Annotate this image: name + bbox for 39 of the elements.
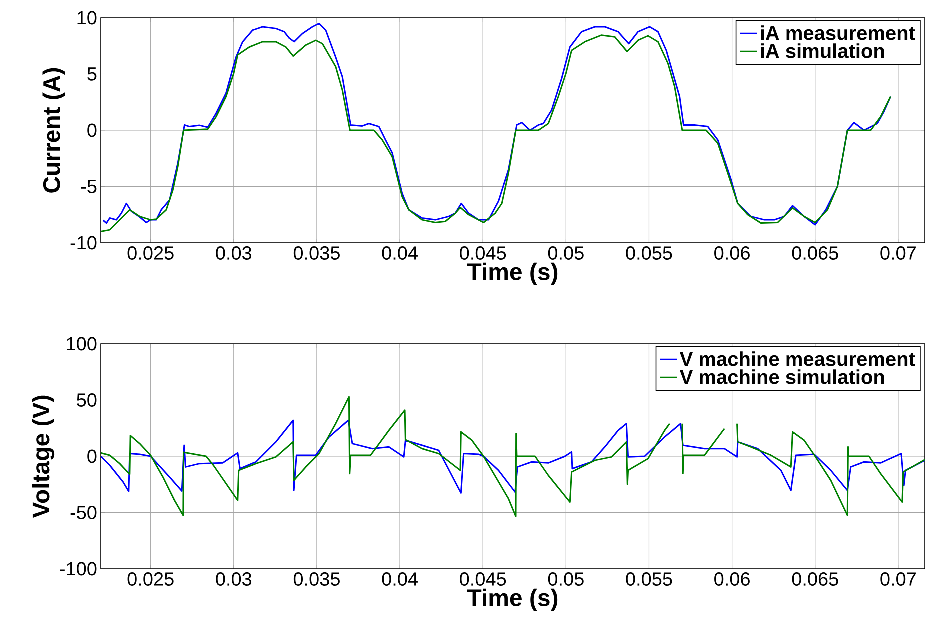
x-tick-label: 0.035	[294, 572, 340, 586]
y-axis-title: Current (A)	[42, 68, 66, 193]
x-tick-label: 0.035	[294, 246, 340, 260]
y-tick-label: 0	[88, 124, 97, 138]
legend-label: V machine measurement	[680, 352, 916, 366]
x-tick-label: 0.06	[714, 572, 750, 586]
x-axis-title: Time (s)	[467, 262, 558, 286]
y-tick-label: -50	[70, 506, 97, 520]
x-tick-label: 0.065	[792, 246, 838, 260]
x-tick-label: 0.06	[714, 246, 750, 260]
y-tick-label: 50	[77, 394, 97, 407]
x-tick-label: 0.07	[880, 572, 916, 586]
x-tick-label: 0.025	[128, 246, 174, 260]
x-tick-label: 0.045	[460, 572, 506, 586]
x-tick-label: 0.05	[548, 572, 584, 586]
y-tick-label: 100	[67, 337, 97, 351]
line-series	[101, 420, 926, 494]
y-tick-label: 0	[88, 450, 97, 464]
x-tick-label: 0.07	[880, 246, 916, 260]
x-tick-label: 0.055	[626, 246, 672, 260]
y-tick-label: -5	[81, 180, 97, 194]
legend-label: V machine simulation	[680, 370, 884, 384]
y-tick-label: -10	[70, 236, 97, 250]
legend-label: iA simulation	[761, 44, 884, 58]
x-axis-title: Time (s)	[467, 588, 558, 612]
x-tick-label: 0.045	[460, 246, 506, 260]
y-tick-label: 10	[78, 11, 97, 25]
y-tick-label: 5	[88, 68, 97, 81]
x-tick-label: 0.05	[548, 246, 584, 260]
x-tick-label: 0.055	[626, 572, 672, 586]
legend-label: iA measurement	[761, 26, 916, 40]
y-tick-label: -100	[60, 562, 97, 576]
x-tick-label: 0.025	[128, 572, 174, 586]
x-tick-label: 0.03	[216, 246, 252, 260]
y-axis-title: Voltage (V)	[32, 396, 55, 518]
x-tick-label: 0.04	[382, 246, 418, 260]
x-tick-label: 0.04	[382, 572, 418, 586]
x-tick-label: 0.03	[216, 572, 252, 586]
x-tick-label: 0.065	[792, 572, 838, 586]
